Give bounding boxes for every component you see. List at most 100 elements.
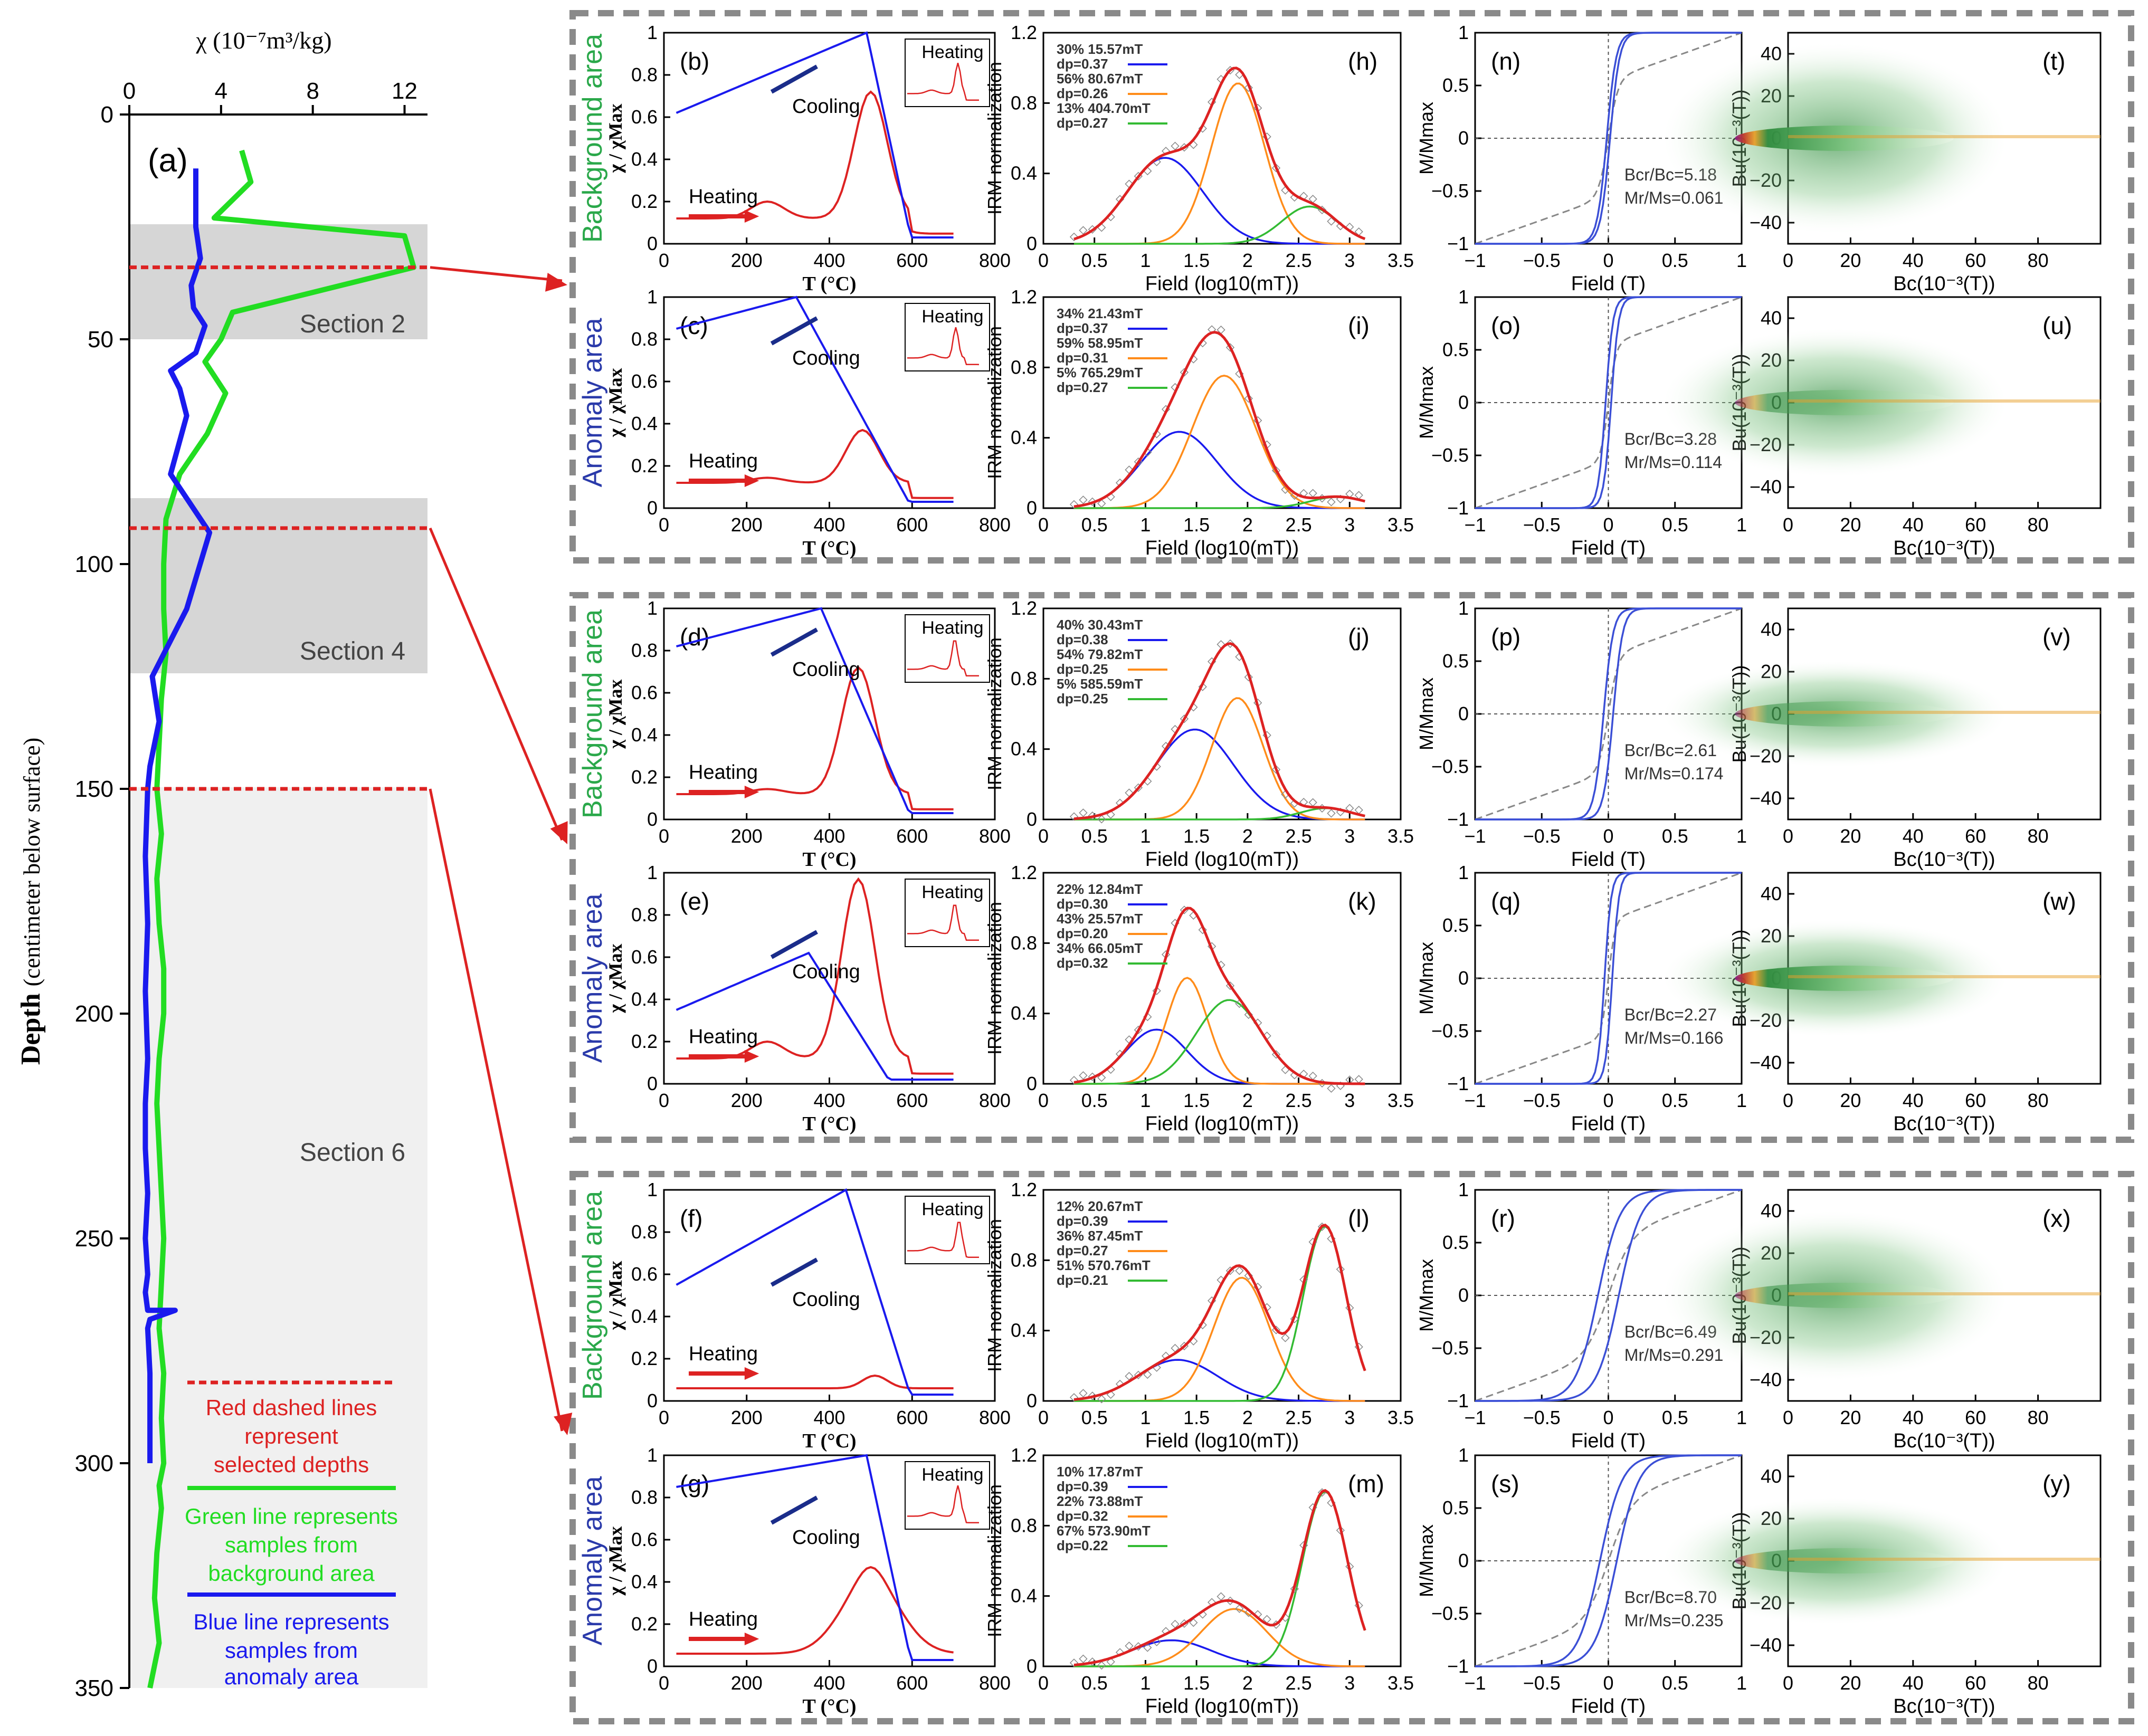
thermomagnetic-y-tick-label: 0.6 [631,682,658,703]
hysteresis-x-tick-label: 0.5 [1662,250,1688,271]
profile-y-title: Depth (centimeter below surface) [16,738,46,1065]
irm-x-tick-label: 3.5 [1387,1090,1414,1111]
thermomagnetic-x-tick-label: 800 [979,1407,1011,1428]
hysteresis-y-tick-label: 1 [1458,862,1469,883]
thermomagnetic-y-tick-label: 0.8 [631,904,658,926]
hysteresis-x-tick-label: −0.5 [1523,825,1561,847]
forc-y-tick-label: 40 [1761,883,1782,904]
irm-y-tick-label: 0 [1027,1390,1037,1411]
irm-x-tick-label: 0.5 [1081,1407,1108,1428]
thermomagnetic-y-tick-label: 1 [647,22,658,43]
hyst-raw-curve [1475,607,1742,821]
irm-component-dp: dp=0.21 [1057,1272,1108,1288]
thermomagnetic-x-tick-label: 600 [896,1090,928,1111]
forc-x-tick-label: 40 [1903,825,1924,847]
thermomagnetic-x-tick-label: 600 [896,825,928,847]
cooling-curve [676,31,954,239]
forc-x-label: Bc(10⁻³(T)) [1893,1113,1995,1135]
irm-y-tick-label: 1.2 [1011,597,1037,619]
hysteresis-x-tick-label: 1 [1736,514,1747,536]
hysteresis-y-tick-label: 0 [1458,127,1469,149]
thermomagnetic-x-label: T (°C) [802,537,856,559]
profile-y-tick-label: 50 [88,327,113,352]
hysteresis-x-tick-label: 0.5 [1662,1407,1688,1428]
thermomagnetic-x-label: T (°C) [802,1430,856,1452]
forc-distribution [1663,1497,2101,1624]
thermomagnetic-x-tick-label: 800 [979,250,1011,271]
irm-data-point [1354,805,1363,815]
hysteresis-y-tick-label: 0.5 [1442,74,1469,96]
irm-y-tick-label: 0.4 [1011,1585,1037,1607]
forc-x-tick-label: 60 [1965,1090,1986,1111]
thermomagnetic-y-tick-label: 0.8 [631,64,658,85]
heating-inset-title: Heating [921,618,983,638]
thermomagnetic-x-tick-label: 400 [813,514,845,536]
irm-x-tick-label: 2.5 [1286,250,1312,271]
thermomagnetic-y-tick-label: 0.4 [631,1571,658,1592]
irm-data-point [1354,1075,1363,1084]
irm-y-tick-label: 0.8 [1011,1249,1037,1271]
irm-x-tick-label: 1 [1140,1672,1151,1694]
irm-x-tick-label: 1.5 [1183,1672,1210,1694]
thermomagnetic-x-tick-label: 800 [979,825,1011,847]
thermomagnetic-x-label: T (°C) [802,1113,856,1135]
hysteresis-y-label: M/Mmax [1415,678,1437,750]
irm-panel-label: (l) [1348,1205,1370,1232]
hyst-mr-ms: Mr/Ms=0.174 [1624,764,1724,783]
cooling-label: Cooling [792,961,860,983]
selected-depth-lines [129,265,427,791]
forc-y-tick-label: −40 [1750,1634,1782,1656]
irm-y-label: IRM normalization [984,902,1005,1055]
thermo-panel-label: (f) [680,1205,702,1232]
irm-component-dp: dp=0.25 [1057,661,1108,677]
irm-component-value: 22% 12.84mT [1057,881,1143,897]
irm-x-tick-label: 0 [1038,1090,1049,1111]
irm-x-tick-label: 3.5 [1387,250,1414,271]
irm-sum-curve [1073,1489,1366,1666]
hyst-raw-curve [1475,1189,1742,1402]
hyst-lower-branch [1475,1454,1742,1667]
irm-x-tick-label: 1.5 [1183,825,1210,847]
forc-x-label: Bc(10⁻³(T)) [1893,1430,1995,1452]
forc-x-tick-label: 80 [2028,825,2049,847]
irm-x-tick-label: 3 [1344,1672,1355,1694]
irm-component-curve [1074,977,1365,1085]
legend-blue-line1: Blue line represents [193,1609,389,1634]
irm-y-label: IRM normalization [984,62,1005,215]
thermomagnetic-y-tick-label: 0.6 [631,946,658,968]
forc-x-tick-label: 80 [2028,1672,2049,1694]
profile-y-title-main: Depth [16,993,46,1065]
irm-data-point [1262,1615,1271,1624]
irm-sum-curve [1073,642,1365,821]
thermo-panel-label: (c) [680,312,708,339]
irm-data-point [1327,498,1336,507]
thermomagnetic-y-tick-label: 0 [647,1655,658,1677]
hysteresis-y-tick-label: −0.5 [1431,1603,1469,1624]
forc-x-tick-label: 80 [2028,514,2049,536]
thermomagnetic-x-tick-label: 0 [659,514,669,536]
hysteresis-y-tick-label: −1 [1447,1073,1469,1094]
thermomagnetic-y-tick-label: 0 [647,497,658,519]
depth-arrow-head [554,1413,573,1435]
irm-component-curve [1074,807,1365,821]
forc-ridge [1788,135,2101,138]
hyst-panel-label: (n) [1491,47,1520,75]
thermomagnetic-y-tick-label: 0.4 [631,988,658,1010]
hysteresis-x-tick-label: 1 [1736,1090,1747,1111]
thermomagnetic-y-tick-label: 1 [647,597,658,619]
row-label: Anomaly area [577,894,608,1063]
irm-y-tick-label: 0.4 [1011,427,1037,449]
cooling-label: Cooling [792,96,860,118]
row-label: Anomaly area [577,318,608,488]
irm-data-point [1125,1642,1134,1651]
heating-label: Heating [689,1608,758,1630]
forc-x-tick-label: 20 [1840,1090,1861,1111]
irm-component-curve [1074,205,1365,245]
thermomagnetic-y-tick-label: 0.4 [631,724,658,746]
forc-x-tick-label: 20 [1840,1672,1861,1694]
thermomagnetic-x-tick-label: 400 [813,250,845,271]
forc-panel-label: (y) [2042,1470,2071,1497]
irm-data-point [1097,1073,1106,1082]
